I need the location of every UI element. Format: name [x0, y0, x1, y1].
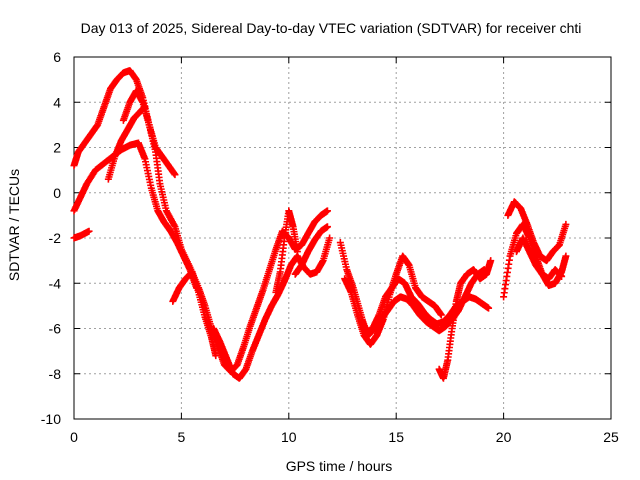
y-axis-label: SDTVAR / TECUs [6, 169, 22, 281]
series-track-8 [272, 207, 301, 296]
series-track-1 [70, 67, 179, 179]
series-track-15 [504, 198, 570, 265]
series-track-11 [341, 252, 445, 348]
axis-ticks: 0 5 10 15 20 25 -10 -8 -6 -4 -2 0 2 4 6 [41, 49, 619, 445]
series-track-2 [70, 139, 200, 292]
data-point-markers [119, 87, 331, 375]
x-tick-label: 15 [388, 429, 404, 445]
data-point-markers [210, 234, 334, 382]
y-tick-label: 6 [53, 49, 61, 65]
data-point-markers [70, 139, 200, 292]
x-tick-label: 5 [178, 429, 186, 445]
series-track-6 [169, 268, 220, 360]
data-point-markers [291, 223, 331, 278]
series-track-3 [70, 227, 93, 242]
y-tick-label: -10 [41, 411, 61, 427]
data-point-markers [70, 67, 179, 179]
y-tick-label: -4 [49, 275, 62, 291]
y-tick-label: -2 [49, 230, 62, 246]
series-track-16 [512, 234, 566, 283]
series-track-9 [291, 223, 331, 278]
data-point-markers [169, 268, 220, 360]
data-point-markers [341, 252, 445, 348]
data-point-markers [512, 234, 566, 283]
y-tick-label: 4 [53, 94, 61, 110]
x-tick-label: 0 [70, 429, 78, 445]
series-track-13 [435, 257, 495, 382]
data-point-markers [504, 198, 570, 265]
y-tick-label: -6 [49, 321, 62, 337]
data-point-markers [272, 207, 301, 296]
data-point-markers [70, 227, 93, 242]
y-tick-label: 0 [53, 185, 61, 201]
x-tick-label: 25 [603, 429, 619, 445]
series-track-7 [210, 234, 334, 382]
x-tick-label: 20 [496, 429, 512, 445]
x-axis-label: GPS time / hours [286, 458, 393, 474]
y-tick-label: -8 [49, 366, 62, 382]
series-track-5 [119, 87, 331, 375]
x-tick-label: 10 [281, 429, 297, 445]
y-tick-label: 2 [53, 140, 61, 156]
data-points [70, 67, 570, 382]
chart-title: Day 013 of 2025, Sidereal Day-to-day VTE… [81, 20, 582, 36]
data-point-markers [435, 257, 495, 382]
